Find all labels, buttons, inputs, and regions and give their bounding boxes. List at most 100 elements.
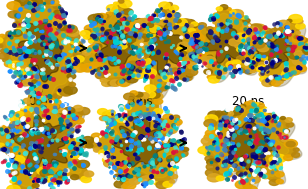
Circle shape — [163, 181, 172, 187]
Point — [199, 25, 204, 28]
Circle shape — [244, 37, 249, 41]
Point — [11, 178, 16, 181]
Circle shape — [10, 121, 19, 127]
Point — [28, 64, 33, 67]
Point — [16, 62, 21, 65]
Circle shape — [15, 62, 26, 69]
Point — [271, 148, 276, 151]
Point — [119, 26, 124, 29]
Point — [229, 143, 233, 146]
Point — [104, 155, 109, 158]
Point — [114, 11, 119, 14]
Polygon shape — [183, 8, 263, 79]
Point — [60, 52, 65, 55]
Circle shape — [14, 0, 21, 4]
Circle shape — [144, 85, 156, 92]
Point — [136, 36, 141, 39]
Point — [109, 34, 114, 37]
Point — [276, 31, 281, 34]
Point — [72, 62, 77, 65]
Point — [25, 75, 30, 78]
Circle shape — [41, 103, 48, 107]
Point — [171, 79, 176, 82]
Point — [51, 110, 56, 113]
Point — [256, 36, 261, 40]
Point — [136, 172, 141, 175]
Point — [121, 41, 126, 44]
Point — [139, 58, 144, 61]
Point — [122, 41, 127, 44]
Point — [44, 175, 49, 178]
Point — [17, 137, 22, 140]
Point — [43, 167, 47, 170]
Point — [16, 67, 21, 70]
Point — [163, 55, 168, 58]
Point — [44, 25, 49, 28]
Point — [280, 135, 285, 138]
Point — [156, 30, 161, 33]
Point — [40, 177, 45, 180]
Point — [225, 28, 230, 31]
Circle shape — [15, 28, 24, 34]
Point — [267, 129, 272, 132]
Point — [118, 79, 123, 82]
Point — [152, 154, 157, 157]
Point — [111, 133, 116, 136]
Circle shape — [248, 27, 259, 33]
Point — [138, 50, 143, 53]
Point — [52, 161, 57, 164]
Point — [64, 181, 69, 184]
Point — [248, 140, 253, 143]
Point — [264, 61, 269, 64]
Point — [213, 71, 218, 74]
Circle shape — [243, 22, 251, 27]
Point — [201, 46, 205, 49]
Point — [270, 42, 274, 45]
Point — [8, 112, 13, 115]
Point — [4, 170, 9, 173]
Circle shape — [124, 93, 135, 100]
Point — [237, 158, 242, 161]
Circle shape — [255, 103, 264, 108]
Point — [173, 50, 178, 53]
Point — [257, 175, 262, 178]
Point — [143, 77, 148, 80]
Point — [127, 64, 132, 67]
Circle shape — [190, 56, 199, 61]
Point — [95, 16, 100, 19]
Point — [228, 167, 233, 170]
Point — [180, 153, 185, 156]
Point — [221, 160, 226, 163]
Point — [165, 22, 170, 26]
Point — [111, 155, 116, 158]
Point — [266, 43, 271, 46]
Point — [233, 70, 238, 74]
Point — [152, 38, 156, 41]
Point — [246, 160, 251, 163]
Point — [206, 152, 211, 155]
Point — [98, 154, 103, 157]
Point — [52, 21, 57, 24]
Point — [170, 150, 175, 153]
Point — [126, 137, 131, 140]
Point — [165, 39, 170, 42]
Point — [48, 183, 53, 186]
Point — [136, 112, 140, 115]
Point — [156, 9, 161, 12]
Point — [58, 45, 63, 48]
Point — [271, 33, 276, 36]
Point — [70, 70, 75, 73]
Point — [7, 113, 12, 116]
Point — [257, 113, 262, 116]
Point — [131, 132, 136, 135]
Point — [54, 41, 59, 44]
Point — [156, 133, 161, 136]
Point — [27, 187, 32, 189]
Point — [180, 69, 185, 72]
Point — [69, 26, 74, 29]
Point — [249, 46, 254, 49]
Point — [268, 75, 273, 78]
Circle shape — [148, 19, 155, 23]
Point — [245, 115, 250, 118]
Point — [251, 35, 256, 38]
